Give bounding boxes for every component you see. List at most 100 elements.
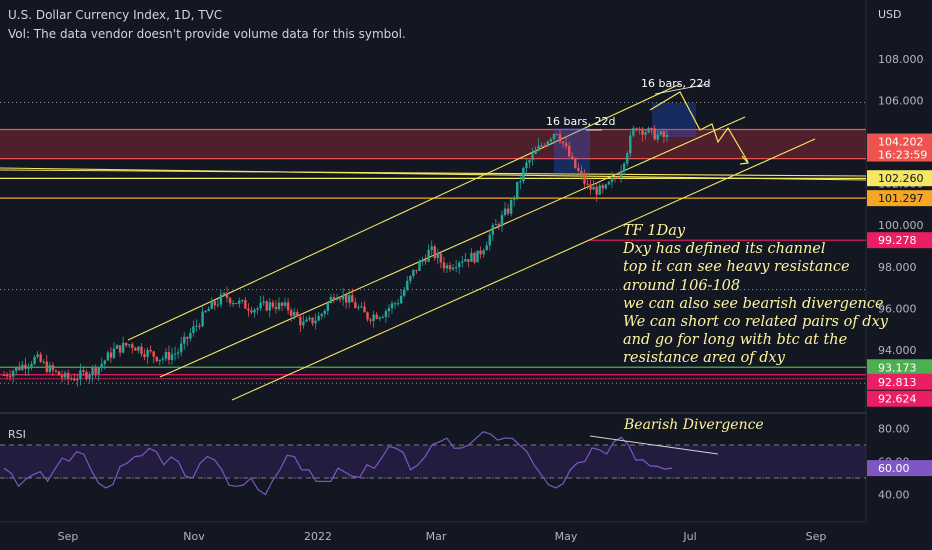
- rsi-pane: [0, 431, 866, 496]
- price-tick-label: 108.000: [878, 53, 924, 66]
- candle-body: [338, 298, 342, 300]
- candle-body: [176, 352, 180, 354]
- candle-body: [241, 300, 244, 302]
- candle-body: [632, 128, 635, 136]
- candle-body: [250, 310, 253, 313]
- candle-body: [308, 317, 311, 320]
- time-tick-label: Sep: [806, 530, 827, 543]
- candle-body: [134, 347, 137, 351]
- candle-body: [100, 363, 103, 368]
- candle-body: [268, 302, 271, 311]
- bars-label-2: 16 bars, 22d: [641, 77, 711, 90]
- projection-arrowhead: [739, 155, 750, 165]
- channel-line: [231, 138, 816, 401]
- candle-body: [451, 267, 455, 270]
- candle-body: [91, 367, 94, 375]
- candle-body: [317, 315, 320, 321]
- candle-body: [390, 303, 394, 309]
- candle-body: [604, 184, 608, 189]
- price-tick-label: 94.000: [878, 344, 917, 357]
- divergence-line: [589, 435, 719, 455]
- candle-body: [525, 162, 528, 169]
- candle-body: [332, 297, 336, 300]
- candle-body: [137, 346, 140, 351]
- candle-body: [283, 302, 287, 306]
- candle-body: [51, 365, 55, 371]
- candle-body: [45, 361, 48, 372]
- candle-body: [277, 302, 281, 310]
- candle-body: [351, 295, 354, 303]
- candle-body: [403, 289, 406, 296]
- candle-body: [635, 128, 638, 131]
- candle-body: [118, 345, 122, 353]
- price-tag: [867, 232, 932, 249]
- price-tag-value: 99.278: [878, 234, 917, 247]
- candle-body: [140, 346, 143, 355]
- candle-body: [149, 349, 152, 352]
- candle-body: [76, 379, 79, 381]
- candle-body: [201, 311, 204, 327]
- candle-body: [15, 366, 18, 372]
- channel-line: [0, 169, 867, 177]
- candle-body: [195, 325, 198, 327]
- candle-body: [467, 259, 470, 262]
- price-tag-value: 104.202: [878, 136, 924, 149]
- bars-label-tick: [654, 83, 709, 95]
- candle-body: [109, 352, 113, 358]
- candle-body: [256, 308, 259, 310]
- candle-body: [363, 306, 366, 313]
- candle-body: [311, 317, 314, 324]
- candle-body: [216, 304, 220, 306]
- candle-body: [329, 297, 333, 304]
- note-line: we can also see bearish divergence: [623, 295, 884, 312]
- candle-body: [36, 354, 39, 357]
- candle-body: [543, 145, 546, 147]
- candle-body: [619, 170, 623, 178]
- candle-body: [66, 372, 70, 379]
- candle-body: [442, 262, 446, 269]
- candle-body: [183, 336, 186, 344]
- note-line: Dxy has defined its channel: [623, 241, 826, 258]
- candle-body: [238, 300, 241, 304]
- candle-body: [210, 301, 213, 309]
- candle-body: [48, 365, 52, 372]
- price-tag: [867, 373, 932, 390]
- candle-body: [644, 132, 647, 135]
- candle-body: [409, 275, 412, 281]
- candle-body: [143, 354, 146, 357]
- candle-body: [378, 317, 381, 319]
- candle-body: [516, 181, 519, 199]
- candle-body: [186, 336, 189, 339]
- candle-body: [54, 370, 58, 372]
- price-tag-value: 93.173: [878, 361, 917, 374]
- candle-body: [125, 342, 128, 346]
- candle-body: [231, 303, 235, 305]
- candle-body: [341, 294, 345, 300]
- candle-body: [158, 359, 162, 362]
- candle-body: [665, 134, 669, 137]
- candle-body: [253, 309, 256, 313]
- candle-body: [626, 153, 629, 164]
- candle-body: [189, 332, 192, 339]
- candle-body: [128, 344, 131, 346]
- candle-body: [522, 168, 525, 182]
- candle-body: [439, 253, 443, 263]
- price-tag-countdown: 16:23:59: [878, 149, 927, 162]
- candle-body: [115, 345, 119, 349]
- candle-body: [155, 356, 158, 362]
- rsi-value-tag-text: 60.00: [878, 462, 910, 475]
- candle-body: [500, 214, 504, 227]
- candle-body: [512, 198, 516, 200]
- candle-body: [366, 312, 369, 320]
- candle-body: [8, 376, 12, 378]
- rsi-line: [3, 431, 673, 496]
- candle-body: [659, 131, 663, 135]
- candle-body: [656, 134, 659, 140]
- horizontal-levels: [0, 128, 866, 380]
- candle-body: [433, 246, 436, 259]
- candle-body: [354, 302, 357, 309]
- candle-body: [494, 224, 498, 226]
- candle-body: [204, 311, 207, 313]
- price-tag-value: 101.297: [878, 192, 924, 205]
